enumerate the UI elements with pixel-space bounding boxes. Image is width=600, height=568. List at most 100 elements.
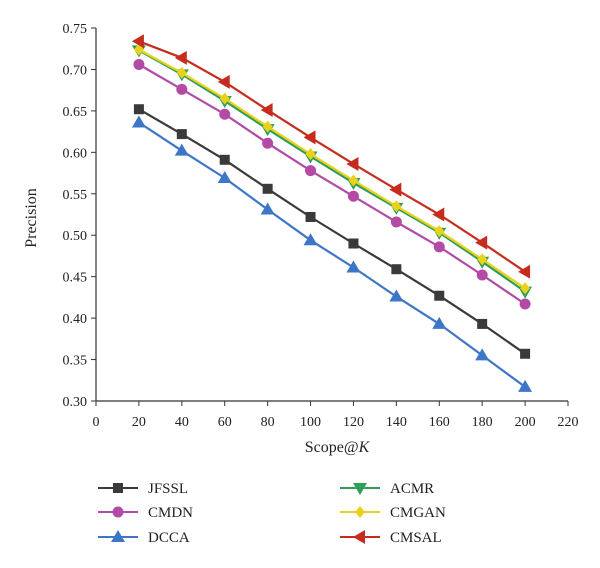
data-point-cmgan [348, 174, 359, 187]
y-tick-label: 0.75 [63, 22, 88, 37]
series-line-dcca [138, 121, 526, 388]
y-tick-label: 0.65 [63, 105, 88, 120]
x-tick-label: 140 [386, 415, 407, 430]
data-point-cmsal [131, 34, 144, 49]
legend-label: CMGAN [390, 505, 446, 521]
y-tick-label: 0.50 [63, 229, 88, 244]
series-cmdn [133, 58, 531, 310]
series-acmr [131, 45, 533, 299]
legend-item-cmsal: CMSAL [340, 530, 442, 546]
x-tick-label: 160 [429, 415, 450, 430]
data-point-jfssl [219, 154, 230, 165]
series-jfssl [133, 104, 531, 359]
data-point-cmgan [520, 282, 531, 295]
data-point-jfssl [305, 211, 316, 222]
data-point-jfssl [391, 264, 402, 275]
x-tick-label: 220 [558, 415, 579, 430]
legend-marker [113, 483, 123, 493]
data-point-cmdn [219, 108, 231, 120]
legend-label: CMSAL [390, 530, 442, 546]
x-tick-label: 20 [132, 415, 146, 430]
y-tick-label: 0.60 [63, 146, 88, 161]
data-point-cmgan [391, 200, 402, 213]
data-point-cmgan [305, 147, 316, 160]
data-point-dcca [131, 115, 146, 128]
x-axis-title-variable: K [358, 439, 371, 456]
data-point-dcca [389, 289, 404, 302]
data-point-dcca [346, 260, 361, 273]
x-tick-label: 60 [218, 415, 232, 430]
legend-item-acmr: ACMR [340, 481, 434, 497]
y-tick-label: 0.55 [63, 188, 88, 203]
data-point-cmsal [174, 50, 187, 65]
axes: 0.30 0.35 0.40 0.45 0.50 0.55 0.60 0.65 0.70 0.75… [63, 22, 579, 430]
y-axis-title: Precision [23, 188, 40, 248]
data-point-cmgan [477, 253, 488, 266]
series-line-cmdn [138, 63, 526, 305]
x-tick-label: 120 [343, 415, 364, 430]
data-point-cmdn [262, 137, 274, 149]
data-point-cmdn [133, 58, 145, 70]
legend-marker [111, 530, 125, 542]
data-point-cmdn [390, 216, 402, 228]
x-tick-label: 180 [472, 415, 493, 430]
series-cmsal [131, 34, 531, 279]
data-point-dcca [217, 171, 232, 184]
data-point-cmdn [305, 165, 317, 177]
legend-marker [353, 483, 367, 495]
legend-label: DCCA [148, 530, 190, 546]
data-point-cmgan [176, 66, 187, 79]
data-point-cmdn [519, 298, 531, 310]
data-point-jfssl [434, 290, 445, 301]
series-line-jfssl [138, 108, 526, 355]
series-dcca [131, 115, 533, 392]
y-tick-label: 0.30 [63, 395, 88, 410]
data-point-cmgan [219, 92, 230, 105]
data-point-cmdn [433, 241, 445, 253]
data-point-cmsal [217, 74, 230, 89]
legend-marker [355, 506, 365, 518]
data-point-dcca [432, 316, 447, 329]
y-tick-label: 0.70 [63, 63, 88, 78]
x-tick-label: 0 [93, 415, 100, 430]
x-axis-title: Scope@K [305, 439, 371, 456]
data-point-dcca [475, 348, 490, 361]
legend-marker [353, 530, 365, 544]
data-point-cmsal [518, 264, 531, 279]
legend-item-cmgan: CMGAN [340, 505, 446, 521]
data-point-dcca [303, 233, 318, 246]
x-axis-title-main: Scope@ [305, 439, 359, 456]
series-line-cmgan [138, 48, 526, 290]
y-tick-label: 0.35 [63, 354, 88, 369]
data-point-jfssl [176, 129, 187, 140]
data-point-dcca [518, 379, 533, 392]
data-point-cmsal [260, 103, 273, 118]
series-line-acmr [138, 49, 526, 293]
legend-label: CMDN [148, 505, 193, 521]
data-point-dcca [260, 202, 275, 215]
data-point-jfssl [348, 238, 359, 249]
legend-label: ACMR [390, 481, 434, 497]
data-point-cmdn [176, 83, 188, 95]
x-tick-label: 40 [175, 415, 189, 430]
y-tick-label: 0.40 [63, 312, 88, 327]
data-point-cmdn [476, 269, 488, 281]
legend-item-cmdn: CMDN [98, 505, 193, 521]
legend-item-dcca: DCCA [98, 530, 190, 546]
data-point-jfssl [477, 318, 488, 329]
x-tick-label: 200 [515, 415, 536, 430]
data-point-jfssl [262, 183, 273, 194]
x-tick-label: 80 [261, 415, 275, 430]
x-tick-label: 100 [300, 415, 321, 430]
data-point-cmsal [389, 182, 402, 197]
data-point-jfssl [520, 348, 531, 359]
data-point-cmsal [303, 130, 316, 145]
data-point-cmgan [434, 225, 445, 238]
legend-label: JFSSL [148, 481, 188, 497]
legend: JFSSL CMDN DCCA ACMR CMGAN CMSAL [98, 481, 446, 546]
data-point-cmsal [432, 207, 445, 222]
legend-item-jfssl: JFSSL [98, 481, 188, 497]
data-point-dcca [174, 143, 189, 156]
series-line-cmsal [138, 40, 526, 273]
